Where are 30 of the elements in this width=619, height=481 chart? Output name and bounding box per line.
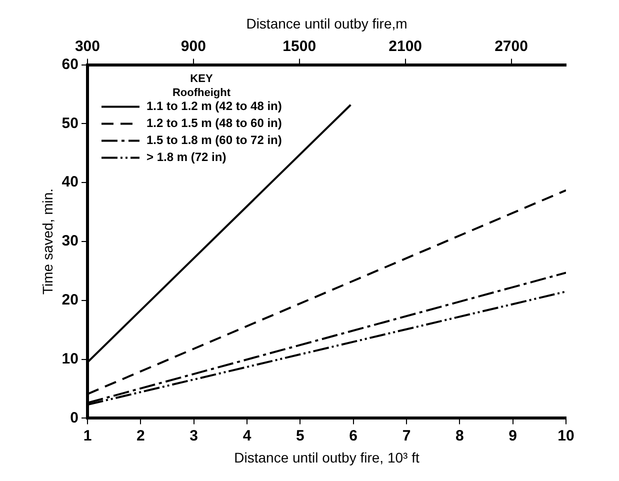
- x-tick-label: 10: [558, 427, 574, 444]
- x2-tick-label: 2700: [494, 38, 528, 55]
- y-tick-label: 30: [62, 232, 78, 250]
- y-tick-label: 20: [62, 292, 78, 309]
- y-tick-label: 50: [62, 114, 78, 132]
- legend-label: 1.2 to 1.5 m (48 to 60 in): [146, 116, 282, 130]
- x2-tick-label: 300: [74, 38, 100, 55]
- legend-label: > 1.8 m (72 in): [146, 150, 226, 164]
- x2-tick-label: 900: [180, 38, 206, 55]
- x-tick-label: 8: [455, 427, 464, 444]
- y-tick-label: 40: [62, 174, 78, 191]
- x-tick-label: 6: [349, 427, 358, 444]
- x-tick-label: 4: [242, 427, 252, 444]
- y-tick-label: 10: [62, 350, 78, 368]
- x2-axis-title: Distance until outby fire,m: [246, 15, 408, 32]
- y-tick-label: 60: [62, 56, 78, 73]
- legend-label: 1.5 to 1.8 m (60 to 72 in): [146, 133, 282, 148]
- x2-tick-label: 2100: [388, 38, 422, 55]
- legend-label: 1.1 to 1.2 m (42 to 48 in): [146, 99, 282, 114]
- x2-tick-label: 1500: [282, 38, 316, 55]
- x-tick-label: 1: [83, 427, 92, 444]
- x-axis-title: Distance until outby fire, 10³ ft: [234, 449, 420, 466]
- x-tick-label: 5: [296, 427, 304, 444]
- x-tick-label: 3: [190, 427, 198, 444]
- x-tick-label: 2: [136, 427, 145, 444]
- y-axis-title: Time saved, min.: [39, 188, 56, 295]
- y-tick-label: 0: [70, 409, 78, 426]
- x-tick-label: 9: [508, 427, 518, 444]
- x-tick-label: 7: [402, 427, 411, 444]
- legend-title: KEY Roofheight: [172, 72, 231, 99]
